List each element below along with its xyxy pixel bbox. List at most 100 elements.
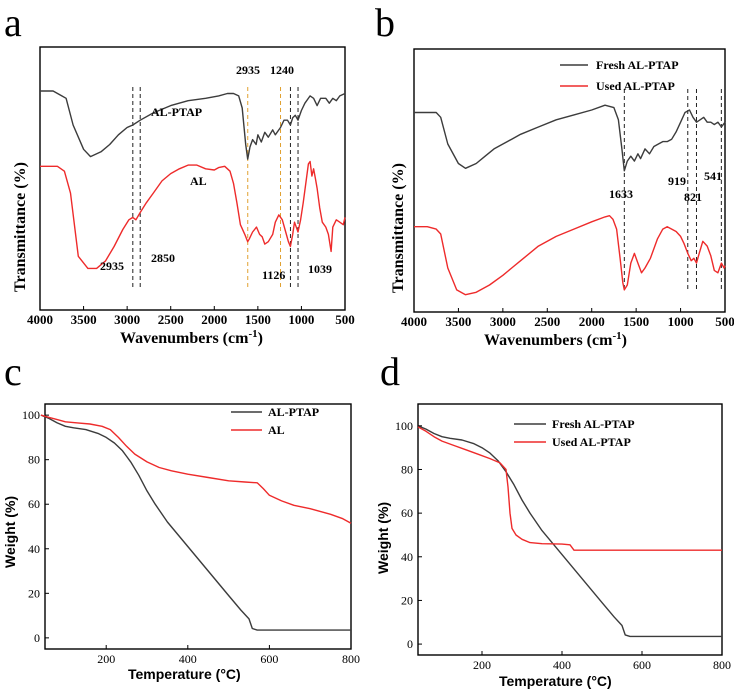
- x-tick-label-a-7: 500: [335, 312, 355, 327]
- x-ticks-b: 4000 3500 3000 2500 2000 1500 1000 500: [401, 308, 734, 329]
- panel-c-tga-al-ptap-vs-al: c 200 400 600 800 0 20 40 60 80 100 AL-PTAP AL Te…: [2, 349, 360, 682]
- x-tick-label-c-1: 400: [179, 652, 197, 666]
- y-tick-label-d-0: 0: [407, 637, 413, 651]
- y-tick-label-c-3: 60: [28, 497, 40, 511]
- x-tick-label-b-1: 3500: [445, 314, 471, 329]
- panel-a-ftir-al-ptap-vs-al: a 4000 3500 3000 2500 2000 1500 1000 500 2935 1…: [4, 0, 355, 347]
- series-d: [417, 425, 722, 638]
- y-tick-label-d-2: 40: [401, 550, 413, 564]
- legend-c: AL-PTAP AL: [231, 405, 319, 437]
- x-tick-label-c-3: 800: [342, 652, 360, 666]
- x-tick-label-d-1: 400: [553, 658, 571, 672]
- x-tick-label-b-3: 2500: [534, 314, 560, 329]
- annotation-821: 821: [684, 190, 702, 204]
- x-tick-label-d-0: 200: [473, 658, 491, 672]
- x-axis-label-c: Temperature (°C): [128, 666, 241, 682]
- x-tick-label-a-5: 1500: [245, 312, 271, 327]
- legend-c-al-ptap: AL-PTAP: [268, 405, 319, 419]
- x-tick-label-a-6: 1000: [288, 312, 314, 327]
- x-axis-label-b-sup: -1: [612, 330, 621, 342]
- legend-b: Fresh AL-PTAP Used AL-PTAP: [560, 58, 679, 93]
- x-tick-label-c-0: 200: [97, 652, 115, 666]
- series-a: [40, 90, 346, 270]
- legend-d: Fresh AL-PTAP Used AL-PTAP: [514, 417, 635, 449]
- y-axis-label-d: Weight (%): [375, 502, 391, 574]
- x-axis-label-b: Wavenumbers (cm-1): [484, 330, 627, 349]
- y-tick-label-c-4: 80: [28, 453, 40, 467]
- annotation-2850: 2850: [151, 251, 175, 265]
- x-tick-label-b-6: 1000: [668, 314, 694, 329]
- y-tick-label-c-1: 20: [28, 586, 40, 600]
- panel-label-c: c: [4, 349, 22, 394]
- x-tick-label-a-0: 4000: [27, 312, 53, 327]
- plot-frame-d: [417, 403, 723, 656]
- panel-b-ftir-fresh-vs-used: b 4000 3500 3000 2500 2000 1500 1000 500 Fresh …: [375, 0, 734, 349]
- panel-label-d: d: [380, 349, 400, 394]
- ticks-d: 200 400 600 800 0 20 40 60 80 100: [395, 419, 731, 672]
- x-axis-label-b-end: ): [622, 332, 627, 349]
- annotation-919: 919: [668, 174, 686, 188]
- y-tick-label-c-5: 100: [22, 408, 40, 422]
- x-tick-label-b-7: 500: [715, 314, 734, 329]
- annotation-1039: 1039: [308, 262, 332, 276]
- annotation-1240: 1240: [270, 63, 294, 77]
- x-tick-label-d-3: 800: [713, 658, 731, 672]
- x-tick-label-b-5: 1500: [623, 314, 649, 329]
- series-c: [40, 414, 352, 631]
- series-line-b-1: [414, 215, 726, 296]
- plot-frame-c: [44, 403, 352, 650]
- x-ticks-a: 4000 3500 3000 2500 2000 1500 1000 500: [27, 306, 355, 327]
- y-tick-label-d-3: 60: [401, 506, 413, 520]
- y-tick-label-c-2: 40: [28, 542, 40, 556]
- x-tick-label-a-4: 2000: [201, 312, 227, 327]
- annotation-2935: 2935: [100, 259, 124, 273]
- annotation-1126: 1126: [262, 268, 285, 282]
- series-line-d-1: [417, 426, 722, 551]
- series-line-c-0: [40, 414, 351, 631]
- legend-b-fresh: Fresh AL-PTAP: [596, 58, 679, 72]
- x-tick-label-a-1: 3500: [71, 312, 97, 327]
- guides-b: [623, 89, 722, 292]
- annotation-541: 541: [704, 169, 722, 183]
- x-tick-label-c-2: 600: [260, 652, 278, 666]
- series-line-a-1: [40, 160, 346, 270]
- series-line-d-0: [417, 425, 722, 638]
- y-tick-label-d-5: 100: [395, 419, 413, 433]
- x-tick-label-a-2: 3000: [114, 312, 140, 327]
- x-axis-label-d: Temperature (°C): [499, 673, 612, 689]
- annotation-1633: 1633: [609, 187, 633, 201]
- y-tick-label-d-4: 80: [401, 462, 413, 476]
- x-axis-label-a-sup: -1: [248, 328, 257, 340]
- annotation-1616: 2935: [236, 63, 260, 77]
- series-line-a-0: [40, 90, 346, 160]
- x-tick-label-b-4: 2000: [579, 314, 605, 329]
- y-tick-label-d-1: 20: [401, 593, 413, 607]
- annotation-al-ptap: AL-PTAP: [151, 105, 202, 119]
- x-axis-label-a: Wavenumbers (cm-1): [120, 328, 263, 347]
- panel-label-b: b: [375, 0, 395, 45]
- y-axis-label-b: Transmittance (%): [390, 163, 407, 293]
- y-axis-label-c: Weight (%): [2, 496, 18, 568]
- panel-d-tga-fresh-vs-used: d 200 400 600 800 0 20 40 60 80 100 Fresh AL-PTAP…: [375, 349, 731, 689]
- legend-d-fresh: Fresh AL-PTAP: [552, 417, 635, 431]
- series-line-c-1: [40, 414, 352, 524]
- series-b: [414, 104, 726, 296]
- series-line-b-0: [414, 104, 726, 172]
- plot-frame-a: [39, 46, 346, 311]
- svg-text:Wavenumbers (cm-1): Wavenumbers (cm-1): [484, 330, 627, 349]
- legend-b-used: Used AL-PTAP: [596, 79, 675, 93]
- legend-d-used: Used AL-PTAP: [552, 435, 631, 449]
- x-tick-label-a-3: 2500: [158, 312, 184, 327]
- legend-c-al: AL: [268, 423, 285, 437]
- annotation-al: AL: [190, 174, 207, 188]
- y-axis-label-a: Transmittance (%): [12, 162, 29, 292]
- x-tick-label-d-2: 600: [633, 658, 651, 672]
- panel-label-a: a: [4, 0, 22, 45]
- ticks-c: 200 400 600 800 0 20 40 60 80 100: [22, 408, 360, 666]
- x-tick-label-b-2: 3000: [490, 314, 516, 329]
- x-axis-label-a-end: ): [258, 330, 263, 347]
- x-axis-label-b-text: Wavenumbers (cm: [484, 332, 613, 349]
- x-axis-label-a-text: Wavenumbers (cm: [120, 330, 249, 347]
- svg-text:Wavenumbers (cm-1): Wavenumbers (cm-1): [120, 328, 263, 347]
